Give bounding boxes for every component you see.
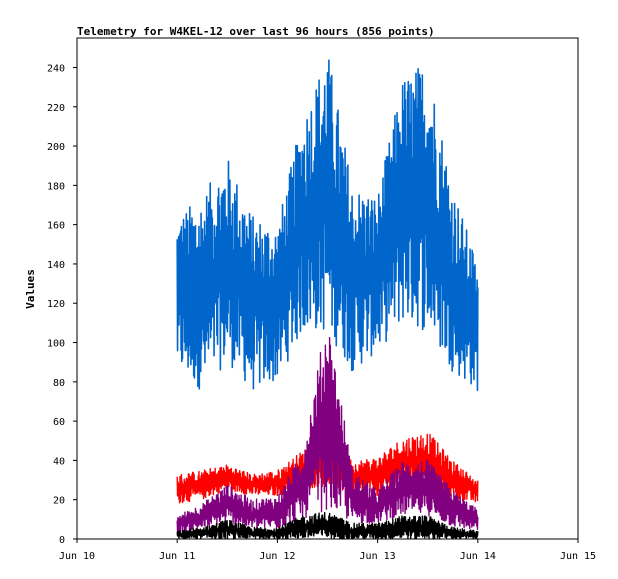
x-tick-label: Jun 11 [159, 551, 195, 562]
series-line [176, 336, 479, 534]
y-tick-label: 140 [47, 260, 65, 271]
x-tick-label: Jun 14 [460, 551, 496, 562]
plot-frame [76, 37, 579, 540]
plot-series [176, 59, 479, 540]
series-line [176, 512, 479, 540]
y-tick-label: 0 [59, 535, 65, 546]
y-axis: 0 20 40 60 80 100 120 140 160 180 200 220 240 [47, 63, 77, 546]
y-tick-label: 180 [47, 181, 65, 192]
x-tick-label: Jun 10 [59, 551, 95, 562]
y-tick-label: 100 [47, 339, 65, 350]
y-tick-label: 240 [47, 63, 65, 74]
y-tick-label: 20 [53, 496, 65, 507]
y-tick-label: 200 [47, 142, 65, 153]
chart-title: Telemetry for W4KEL-12 over last 96 hour… [77, 25, 435, 38]
y-tick-label: 80 [53, 378, 65, 389]
series-line [176, 59, 479, 392]
x-tick-label: Jun 13 [360, 551, 396, 562]
y-tick-label: 160 [47, 221, 65, 232]
y-tick-label: 220 [47, 103, 65, 114]
x-tick-label: Jun 15 [560, 551, 596, 562]
x-tick-label: Jun 12 [259, 551, 295, 562]
y-tick-label: 40 [53, 456, 65, 467]
x-axis: Jun 10 Jun 11 Jun 12 Jun 13 Jun 14 Jun 15 [59, 539, 596, 562]
y-tick-label: 60 [53, 417, 65, 428]
y-tick-label: 120 [47, 299, 65, 310]
y-axis-label: Values [24, 269, 37, 309]
